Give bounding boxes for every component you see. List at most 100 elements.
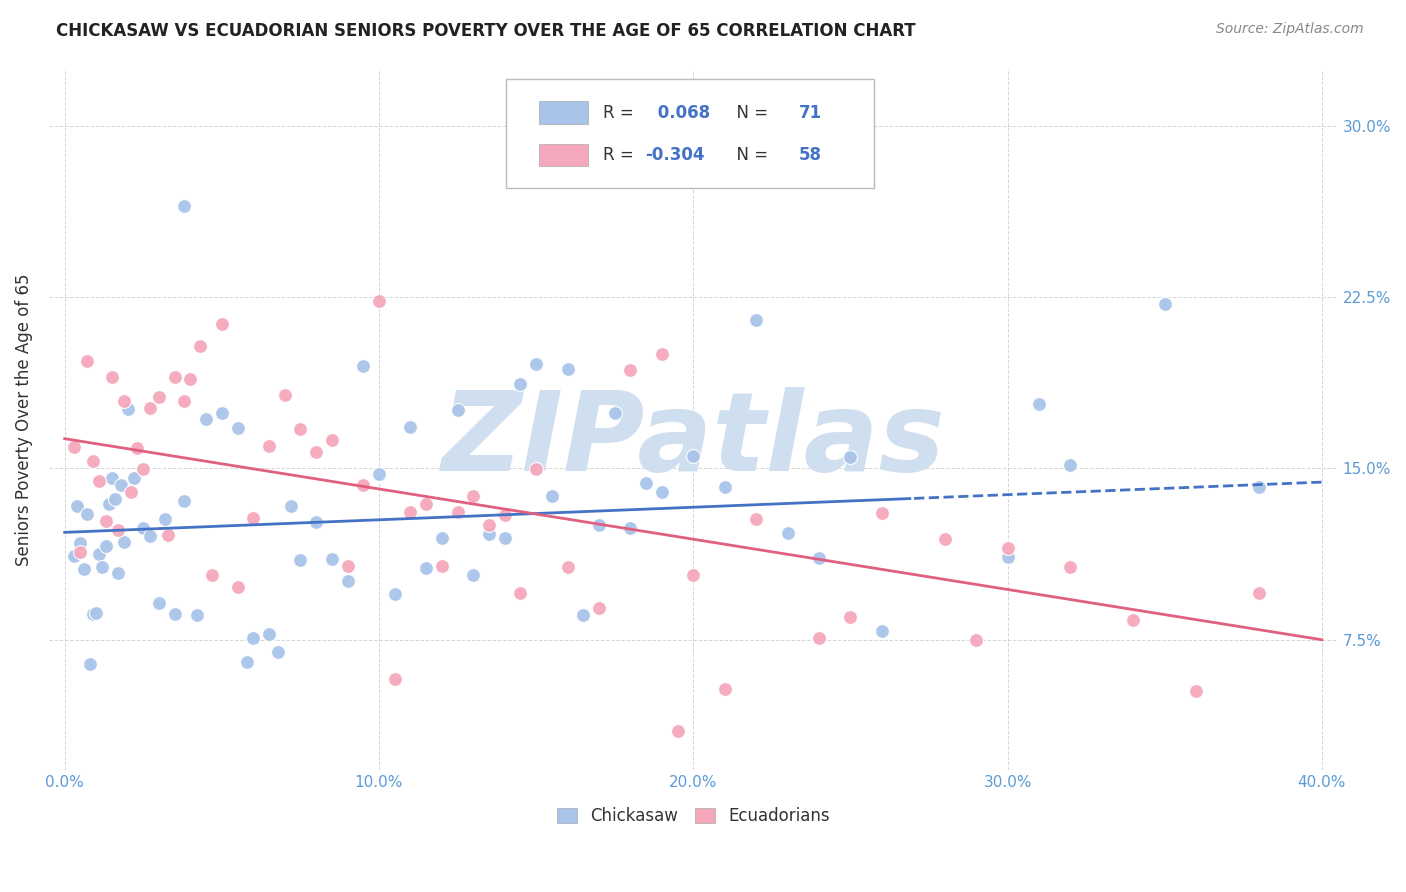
- Point: [72, 562, 94, 576]
- FancyBboxPatch shape: [506, 79, 873, 188]
- Point: [682, 568, 704, 582]
- Point: [107, 524, 129, 538]
- Point: [107, 566, 129, 580]
- Point: [188, 339, 211, 353]
- FancyBboxPatch shape: [538, 102, 588, 124]
- Point: [399, 420, 422, 434]
- Point: [122, 471, 145, 485]
- Point: [76, 353, 98, 368]
- FancyBboxPatch shape: [538, 144, 588, 166]
- Point: [745, 313, 768, 327]
- Point: [524, 462, 547, 476]
- Point: [368, 467, 391, 482]
- Point: [494, 531, 516, 545]
- Point: [173, 199, 195, 213]
- Point: [713, 480, 735, 494]
- Y-axis label: Seniors Poverty Over the Age of 65: Seniors Poverty Over the Age of 65: [15, 273, 32, 566]
- Point: [509, 586, 531, 600]
- Point: [69, 544, 91, 558]
- Point: [290, 553, 312, 567]
- Point: [808, 550, 831, 565]
- Point: [336, 559, 359, 574]
- Point: [84, 606, 107, 620]
- Point: [63, 440, 86, 454]
- Point: [494, 508, 516, 522]
- Point: [384, 587, 406, 601]
- Point: [132, 521, 155, 535]
- Point: [173, 494, 195, 508]
- Point: [112, 535, 135, 549]
- Point: [305, 516, 328, 530]
- Point: [934, 532, 956, 546]
- Point: [63, 549, 86, 563]
- Point: [321, 551, 343, 566]
- Point: [997, 541, 1019, 555]
- Point: [870, 624, 893, 638]
- Point: [446, 402, 468, 417]
- Point: [148, 390, 170, 404]
- Text: 71: 71: [799, 103, 823, 121]
- Point: [290, 422, 312, 436]
- Point: [415, 497, 437, 511]
- Point: [557, 362, 579, 376]
- Point: [179, 371, 201, 385]
- Point: [91, 559, 114, 574]
- Point: [415, 561, 437, 575]
- Point: [336, 574, 359, 588]
- Point: [120, 484, 142, 499]
- Point: [211, 406, 233, 420]
- Point: [157, 528, 180, 542]
- Point: [110, 478, 132, 492]
- Point: [138, 401, 160, 415]
- Point: [305, 444, 328, 458]
- Point: [808, 632, 831, 646]
- Point: [839, 609, 862, 624]
- Point: [776, 525, 799, 540]
- Text: 0.068: 0.068: [652, 103, 710, 121]
- Point: [1122, 613, 1144, 627]
- Point: [125, 441, 148, 455]
- Point: [682, 449, 704, 463]
- Point: [1028, 397, 1050, 411]
- Point: [195, 412, 218, 426]
- Point: [82, 454, 104, 468]
- Point: [112, 394, 135, 409]
- Point: [463, 489, 485, 503]
- Point: [89, 547, 111, 561]
- Point: [211, 317, 233, 331]
- Point: [352, 359, 374, 373]
- Point: [242, 510, 264, 524]
- Text: R =: R =: [603, 103, 640, 121]
- Point: [163, 369, 186, 384]
- Point: [69, 536, 91, 550]
- Point: [745, 512, 768, 526]
- Point: [101, 370, 124, 384]
- Point: [273, 388, 295, 402]
- Point: [267, 644, 290, 658]
- Point: [101, 471, 124, 485]
- Point: [66, 500, 89, 514]
- Text: ZIPatlas: ZIPatlas: [441, 387, 945, 494]
- Point: [1059, 560, 1081, 574]
- Point: [163, 607, 186, 621]
- Point: [463, 568, 485, 582]
- Point: [79, 657, 101, 672]
- Point: [155, 512, 177, 526]
- Point: [588, 600, 610, 615]
- Point: [384, 672, 406, 686]
- Point: [619, 363, 641, 377]
- Text: Source: ZipAtlas.com: Source: ZipAtlas.com: [1216, 22, 1364, 37]
- Point: [557, 560, 579, 574]
- Point: [509, 376, 531, 391]
- Text: N =: N =: [725, 145, 773, 164]
- Point: [839, 450, 862, 464]
- Point: [1247, 480, 1270, 494]
- Point: [651, 347, 673, 361]
- Point: [201, 567, 224, 582]
- Point: [94, 514, 117, 528]
- Point: [965, 632, 987, 647]
- Point: [352, 477, 374, 491]
- Point: [148, 596, 170, 610]
- Point: [572, 607, 595, 622]
- Point: [430, 531, 453, 545]
